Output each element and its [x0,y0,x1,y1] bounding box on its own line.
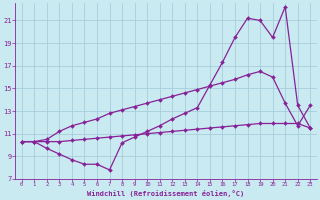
X-axis label: Windchill (Refroidissement éolien,°C): Windchill (Refroidissement éolien,°C) [87,190,244,197]
